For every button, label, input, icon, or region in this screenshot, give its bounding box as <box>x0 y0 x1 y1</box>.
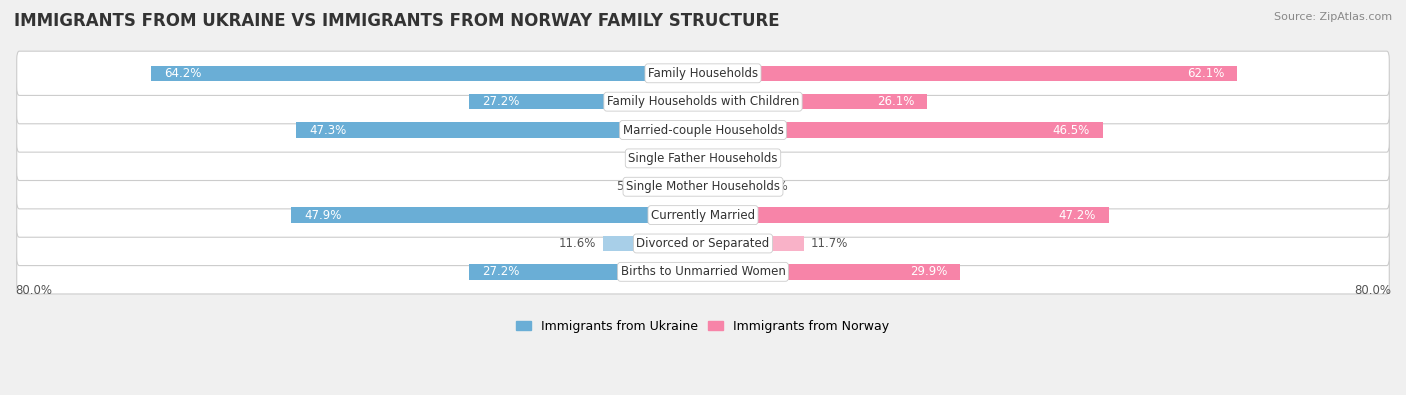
Bar <box>291 207 703 223</box>
Bar <box>703 150 720 166</box>
Bar <box>654 179 703 195</box>
Text: Married-couple Households: Married-couple Households <box>623 124 783 137</box>
Text: 2.0%: 2.0% <box>727 152 756 165</box>
Bar <box>297 122 703 138</box>
Text: 11.6%: 11.6% <box>560 237 596 250</box>
Bar <box>703 66 1237 81</box>
Legend: Immigrants from Ukraine, Immigrants from Norway: Immigrants from Ukraine, Immigrants from… <box>512 315 894 338</box>
Bar <box>603 236 703 251</box>
Text: Single Father Households: Single Father Households <box>628 152 778 165</box>
Bar <box>703 94 928 109</box>
Bar <box>470 94 703 109</box>
Bar <box>703 264 960 280</box>
Text: 5.6%: 5.6% <box>758 180 787 193</box>
Bar <box>703 179 751 195</box>
Text: IMMIGRANTS FROM UKRAINE VS IMMIGRANTS FROM NORWAY FAMILY STRUCTURE: IMMIGRANTS FROM UKRAINE VS IMMIGRANTS FR… <box>14 12 780 30</box>
FancyBboxPatch shape <box>17 250 1389 294</box>
Text: 80.0%: 80.0% <box>15 284 52 297</box>
Text: 64.2%: 64.2% <box>163 67 201 80</box>
Text: Births to Unmarried Women: Births to Unmarried Women <box>620 265 786 278</box>
Bar <box>703 207 1109 223</box>
Bar <box>470 264 703 280</box>
Text: Currently Married: Currently Married <box>651 209 755 222</box>
FancyBboxPatch shape <box>17 51 1389 96</box>
Text: 27.2%: 27.2% <box>482 265 519 278</box>
Text: 47.3%: 47.3% <box>309 124 346 137</box>
Text: 26.1%: 26.1% <box>877 95 914 108</box>
Text: 5.8%: 5.8% <box>617 180 647 193</box>
FancyBboxPatch shape <box>17 136 1389 181</box>
FancyBboxPatch shape <box>17 79 1389 124</box>
Bar <box>703 236 804 251</box>
Bar <box>150 66 703 81</box>
Text: 2.0%: 2.0% <box>650 152 679 165</box>
FancyBboxPatch shape <box>17 165 1389 209</box>
Text: 46.5%: 46.5% <box>1053 124 1090 137</box>
Text: Source: ZipAtlas.com: Source: ZipAtlas.com <box>1274 12 1392 22</box>
Bar <box>686 150 703 166</box>
Text: Single Mother Households: Single Mother Households <box>626 180 780 193</box>
FancyBboxPatch shape <box>17 221 1389 265</box>
Text: 29.9%: 29.9% <box>910 265 948 278</box>
Text: Family Households with Children: Family Households with Children <box>607 95 799 108</box>
FancyBboxPatch shape <box>17 193 1389 237</box>
Text: 11.7%: 11.7% <box>810 237 848 250</box>
Text: 47.2%: 47.2% <box>1059 209 1097 222</box>
Text: Family Households: Family Households <box>648 67 758 80</box>
Text: 62.1%: 62.1% <box>1187 67 1225 80</box>
Text: Divorced or Separated: Divorced or Separated <box>637 237 769 250</box>
Text: 80.0%: 80.0% <box>1354 284 1391 297</box>
Bar <box>703 122 1102 138</box>
Text: 47.9%: 47.9% <box>304 209 342 222</box>
FancyBboxPatch shape <box>17 108 1389 152</box>
Text: 27.2%: 27.2% <box>482 95 519 108</box>
